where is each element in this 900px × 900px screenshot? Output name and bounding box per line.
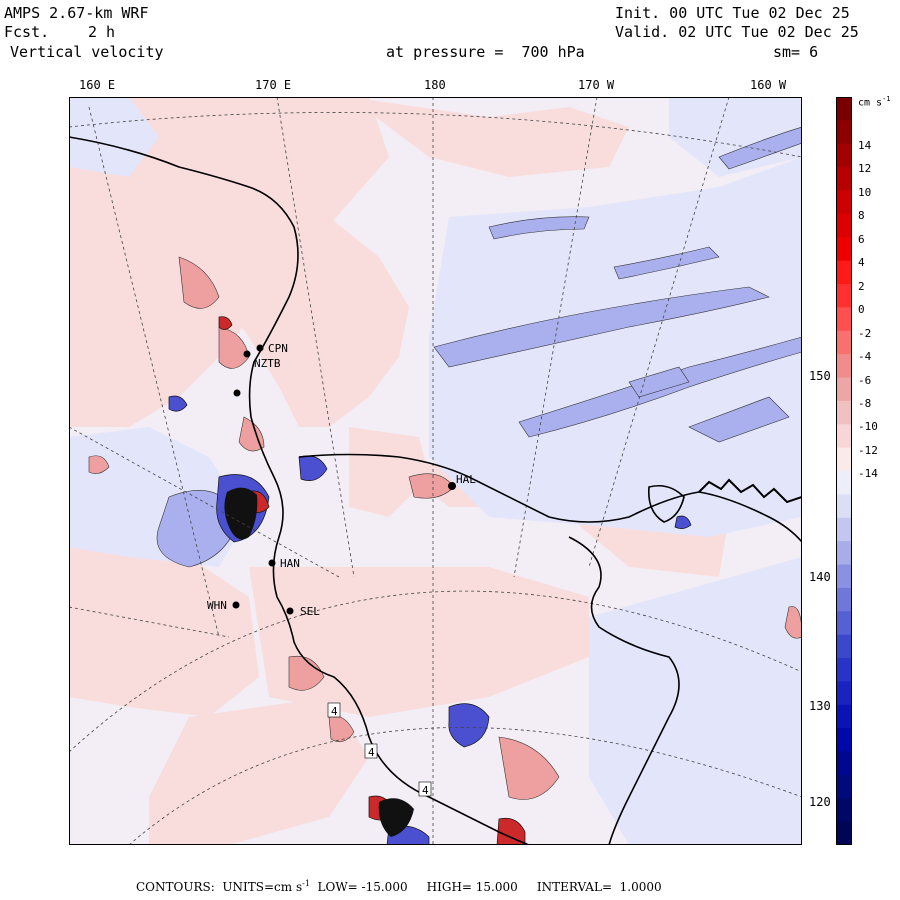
colorbar-tick-label: -4 [858, 350, 872, 364]
colorbar-units: cm s-1 [858, 95, 891, 109]
colorbar-cell [836, 143, 852, 168]
colorbar-tick-label: -10 [858, 420, 878, 434]
smoothing: sm= 6 [773, 43, 819, 61]
colorbar-tick-label: -12 [858, 443, 878, 457]
vertical-velocity-map [69, 97, 802, 845]
colorbar-cell [836, 564, 852, 589]
colorbar-tick-label: -2 [858, 326, 872, 340]
colorbar-cell [836, 400, 852, 425]
map-frame [69, 97, 802, 845]
colorbar-cell [836, 517, 852, 542]
colorbar-cell [836, 424, 852, 449]
colorbar-cell [836, 307, 852, 332]
station-label-han: HAN [280, 557, 300, 570]
colorbar-cell [836, 658, 852, 682]
colorbar-cell [836, 494, 852, 519]
colorbar-cell [836, 213, 852, 238]
colorbar-cell [836, 97, 852, 121]
lon-label: 180 [424, 78, 446, 92]
positive-weak-regions [69, 97, 729, 845]
lon-label: 170 W [578, 78, 615, 92]
colorbar-cell [836, 447, 852, 472]
model-title: AMPS 2.67-km WRF [4, 4, 149, 22]
contour-label-boxes [327, 702, 432, 797]
init-time: Init. 00 UTC Tue 02 Dec 25 [615, 4, 850, 22]
station-label-whn: WHN [207, 599, 227, 612]
coastline [69, 136, 802, 845]
forecast-hours: 2 h [88, 23, 116, 41]
dense-contour-cluster [224, 487, 414, 837]
colorbar-cell [836, 587, 852, 612]
colorbar-tick-label: 6 [858, 232, 865, 246]
colorbar-cell [836, 541, 852, 565]
colorbar-tick-label: 12 [858, 162, 872, 176]
colorbar-tick-label: 4 [858, 256, 865, 270]
colorbar-cell [836, 728, 852, 752]
station-label-nztb: NZTB [254, 357, 281, 370]
valid-time: Valid. 02 UTC Tue 02 Dec 25 [615, 23, 859, 41]
lon-label: 160 E [79, 78, 116, 92]
colorbar-cell [836, 774, 852, 799]
right-coast-outline [698, 478, 802, 504]
colorbar-cell [836, 751, 852, 776]
colorbar-cell [836, 330, 852, 355]
colorbar-tick-label: 8 [858, 209, 865, 223]
station-label-sel: SEL [300, 605, 320, 618]
colorbar-cell [836, 190, 852, 215]
colorbar-cell [836, 611, 852, 636]
colorbar-cell [836, 237, 852, 262]
colorbar-cell [836, 821, 852, 845]
forecast-label: Fcst. [4, 23, 50, 41]
colorbar-cell [836, 284, 852, 308]
colorbar-cell [836, 167, 852, 191]
colorbar-cell [836, 798, 852, 823]
colorbar-cell [836, 634, 852, 659]
colorbar-tick-label: 14 [858, 139, 872, 152]
colorbar-cell [836, 120, 852, 145]
field-name: Vertical velocity [10, 43, 164, 61]
contour-label: 4 [422, 784, 429, 797]
station-markers [232, 344, 456, 615]
graticule [69, 97, 802, 845]
colorbar-tick-label: -8 [858, 396, 872, 410]
colorbar-cell [836, 354, 852, 378]
colorbar-cell [836, 704, 852, 729]
colorbar-tick-label: 10 [858, 185, 872, 199]
colorbar-tick-label: 2 [858, 279, 865, 293]
station-label-cpn: CPN [268, 342, 288, 355]
colorbar-tick-label: -6 [858, 373, 872, 387]
lon-label: 160 W [750, 78, 787, 92]
station-label-hal: HAL [456, 473, 476, 486]
colorbar-tick-label: -14 [858, 467, 878, 481]
contour-label: 4 [368, 746, 375, 759]
positive-medium-bands [88, 256, 802, 800]
colorbar-cell [836, 377, 852, 402]
colorbar-cell [836, 260, 852, 285]
pressure-level: at pressure = 700 hPa [386, 43, 585, 61]
contour-info: CONTOURS: UNITS=cm s-1 LOW= -15.000 HIGH… [136, 879, 662, 894]
colorbar [836, 97, 852, 845]
colorbar-tick-label: 0 [858, 303, 865, 317]
colorbar-cell [836, 681, 852, 706]
colorbar-cell [836, 471, 852, 495]
lon-label: 170 E [255, 78, 292, 92]
contour-label: 4 [331, 705, 338, 718]
